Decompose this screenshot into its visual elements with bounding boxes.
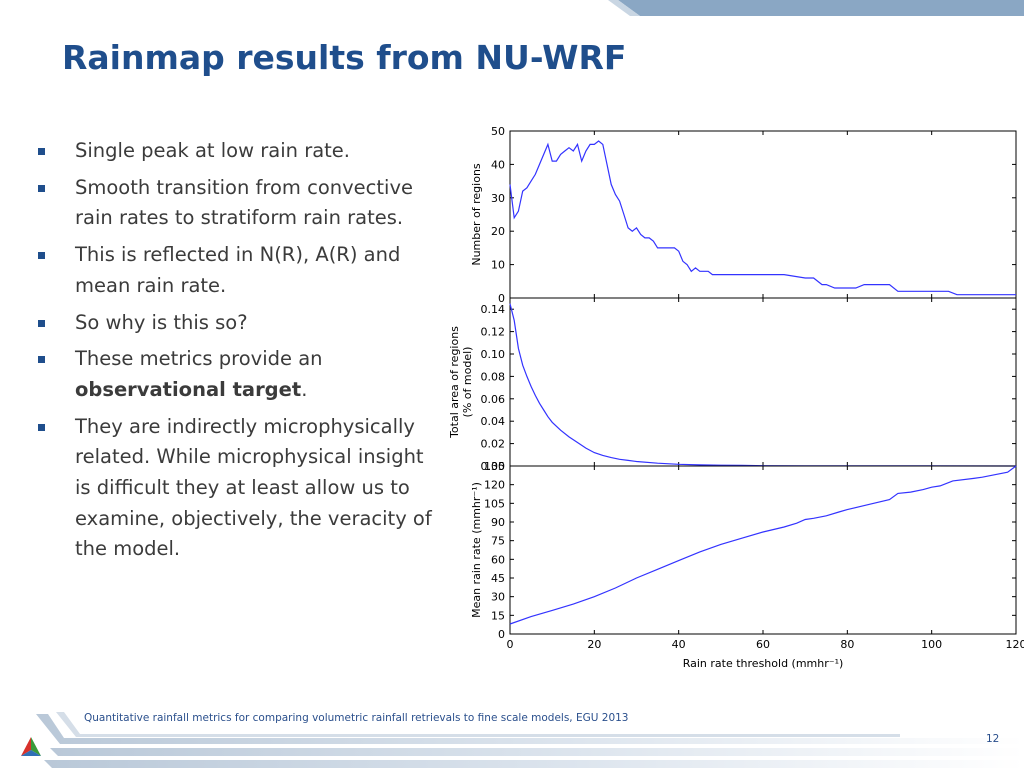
y-tick-label: 0.04 [481,415,506,428]
plot-frame-3 [509,465,1017,635]
y-tick-label: 105 [484,497,505,510]
bullet-text-pre: These metrics provide an [75,347,323,371]
data-series-line-2 [509,303,1017,467]
y-tick-label: 75 [491,535,505,548]
y-tick-label: 60 [491,553,505,566]
square-bullet-icon [38,356,45,364]
y-tick-label: 0.14 [481,303,506,316]
y-tick-label: 90 [491,516,505,529]
plot-frame-2 [509,297,1017,467]
top-accent-bar [608,0,1024,16]
bullet-text: They are indirectly microphysically rela… [75,414,432,561]
footer-decoration [36,712,1024,768]
data-series-line-1 [509,140,1016,296]
y-tick-label: 30 [491,591,505,604]
bullet-text: Single peak at low rain rate. [75,139,350,162]
y-axis-label: Total area of regions(% of model) [448,326,474,439]
y-tick-label: 45 [491,572,505,585]
y-tick-label: 0.00 [481,460,506,473]
data-series-line-3 [509,465,1017,625]
y-tick-label: 30 [491,192,505,205]
y-tick-label: 0 [498,628,505,641]
bullet-text: Smooth transition from convective rain r… [75,175,413,230]
y-tick-label: 120 [484,479,505,492]
square-bullet-icon [38,423,45,431]
x-tick-label: 40 [672,638,686,651]
x-tick-label: 120 [1006,638,1024,651]
y-tick-label: 50 [491,125,505,138]
bullet-item: This is reflected in N(R), A(R) and mean… [36,240,436,301]
bullet-item: So why is this so? [36,308,436,339]
y-tick-label: 0 [498,292,505,305]
bullet-item: These metrics provide an observational t… [36,344,436,405]
slide-title: Rainmap results from NU-WRF [62,38,627,77]
argonne-logo-icon [21,737,41,756]
bullet-text: This is reflected in N(R), A(R) and mean… [75,243,401,297]
bullet-item: They are indirectly microphysically rela… [36,412,436,566]
bullet-item: Smooth transition from convective rain r… [36,173,436,234]
y-tick-label: 10 [491,259,505,272]
x-tick-label: 100 [921,638,942,651]
y-tick-label: 0.02 [481,438,506,451]
x-tick-label: 0 [507,638,514,651]
y-tick-label: 15 [491,609,505,622]
square-bullet-icon [38,252,45,260]
y-tick-label: 20 [491,225,505,238]
x-axis-label: Rain rate threshold (mmhr⁻¹) [683,657,844,670]
y-tick-label: 135 [484,460,505,473]
square-bullet-icon [38,184,45,192]
y-tick-label: 0.12 [481,326,506,339]
y-axis-label: Number of regions [470,163,483,266]
y-tick-label: 0.08 [481,370,506,383]
page-number: 12 [986,733,1000,745]
bullet-text-bold: observational target [75,377,302,401]
square-bullet-icon [38,319,45,327]
rain-metrics-chart: 0 10 20 30 40 50 Number of regions 0.00 0.02 0.04… [448,125,1024,670]
bullet-text-post: . [301,377,308,401]
bullet-text: So why is this so? [75,310,248,334]
y-axis-label: Mean rain rate (mmhr⁻¹) [470,482,483,618]
bullet-item: Single peak at low rain rate. [36,136,436,167]
y-tick-label: 40 [491,158,505,171]
y-tick-label: 0.10 [481,348,506,361]
x-tick-label: 60 [756,638,770,651]
x-tick-label: 80 [840,638,854,651]
plot-frame-1 [509,130,1017,299]
square-bullet-icon [38,148,45,155]
footer-citation: Quantitative rainfall metrics for compar… [84,712,629,724]
bullet-list: Single peak at low rain rate. Smooth tra… [36,136,436,571]
x-tick-label: 20 [587,638,601,651]
y-tick-label: 0.06 [481,393,506,406]
